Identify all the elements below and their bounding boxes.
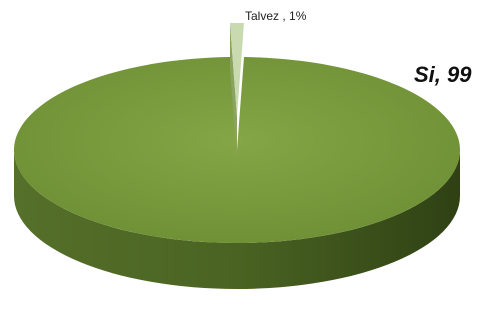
pie-slice-talvez <box>229 23 245 117</box>
pie-slice-si <box>14 57 461 244</box>
pie-slice-side-talvez <box>229 23 237 162</box>
data-label-si: Si, 99 <box>414 62 472 87</box>
data-label-talvez: Talvez , 1% <box>245 9 307 23</box>
pie-slice-side-si <box>14 150 460 289</box>
